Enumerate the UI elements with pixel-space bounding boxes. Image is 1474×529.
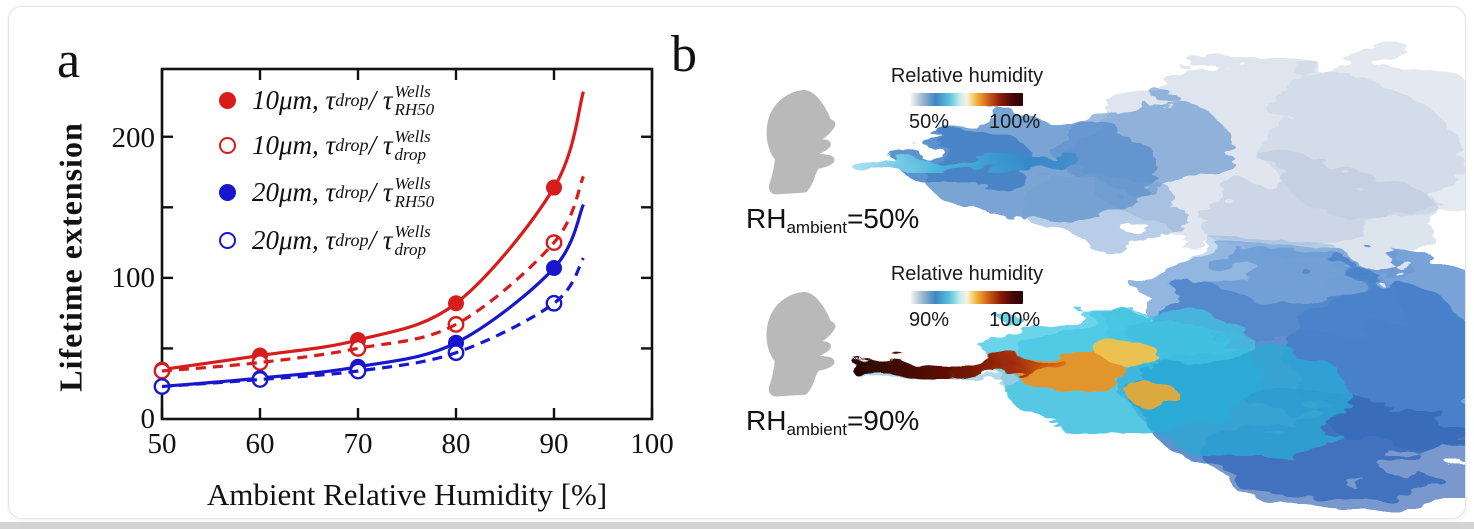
colorbar-title: Relative humidity	[890, 263, 1044, 285]
colorbar-gradient	[911, 93, 1023, 106]
plume-rh50	[852, 57, 1465, 272]
plume-rh90	[851, 237, 1465, 510]
filled-circle-marker-icon	[219, 91, 236, 109]
rh-ambient-label-90: RHambient=90%	[746, 405, 920, 439]
x-tick-100: 100	[630, 428, 674, 460]
panel-a-label: a	[57, 32, 81, 89]
head-silhouette-icon	[766, 89, 836, 195]
filled-circle-marker-icon	[219, 183, 236, 201]
rh-ambient-label-50: RHambient=50%	[746, 203, 920, 237]
legend-item-20um-rh50: 20μm, τ drop / τ Wells RH50	[219, 168, 434, 216]
y-axis-label: Lifetime extension	[52, 122, 89, 392]
x-axis-label: Ambient Relative Humidity [%]	[206, 477, 608, 512]
open-circle-marker-icon	[219, 136, 236, 154]
y-tick-0: 0	[140, 403, 156, 435]
legend-item-10um-drop: 10μm, τ drop / τ Wells drop	[219, 121, 431, 169]
x-tick-60: 60	[245, 428, 275, 460]
colorbar-min-label: 50%	[909, 111, 950, 133]
bottom-edge-bar	[0, 522, 1474, 529]
x-tick-80: 80	[441, 428, 471, 460]
colorbar-max-label: 100%	[989, 111, 1041, 133]
colorbar-max-label: 100%	[989, 309, 1041, 331]
colorbar-min-label: 90%	[909, 309, 950, 331]
figure-card: a Lifetime extension Ambient Relative Hu…	[8, 6, 1466, 519]
lifetime-extension-chart	[153, 67, 654, 421]
legend-item-20um-drop: 20μm, τ drop / τ Wells drop	[219, 216, 431, 264]
panel-b-label: b	[671, 26, 697, 83]
x-tick-70: 70	[343, 428, 373, 460]
x-tick-90: 90	[539, 428, 569, 460]
open-circle-marker-icon	[219, 231, 236, 249]
legend-item-10um-rh50: 10μm, τ drop / τ Wells RH50	[219, 76, 434, 124]
head-silhouette-icon	[766, 291, 836, 397]
colorbar-title: Relative humidity	[890, 65, 1044, 87]
humidity-plume-simulation	[851, 57, 1465, 510]
colorbar-gradient	[911, 291, 1023, 304]
y-tick-100: 100	[111, 262, 156, 294]
y-tick-200: 200	[111, 122, 156, 154]
x-tick-50: 50	[147, 428, 177, 460]
